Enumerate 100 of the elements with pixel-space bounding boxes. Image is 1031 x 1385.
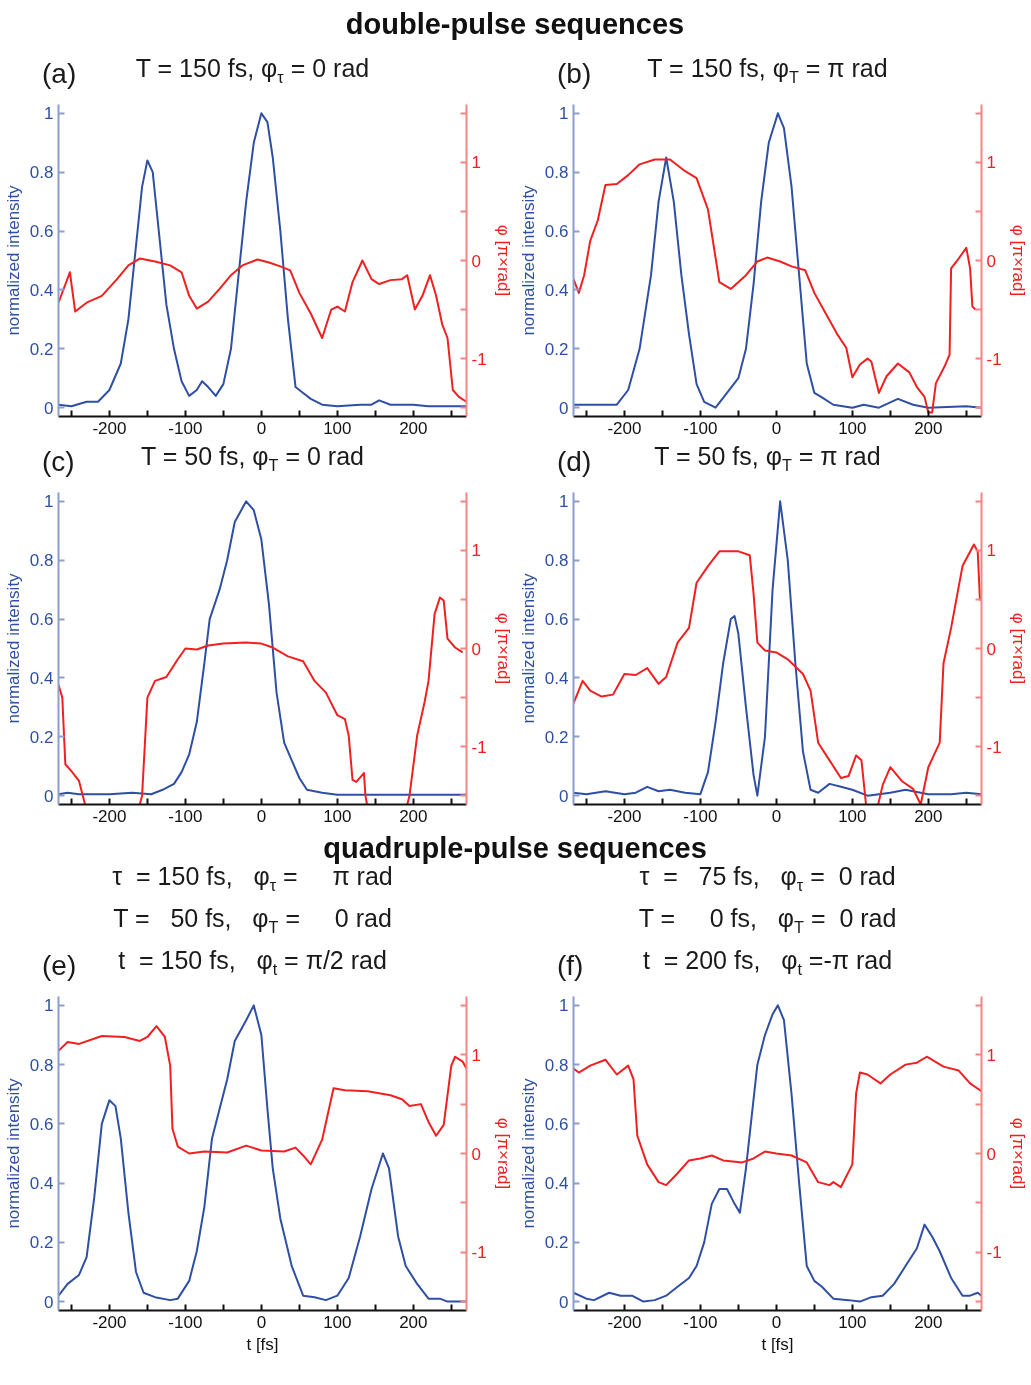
x-tick-label: -100 [168,806,203,826]
x-tick-label: -100 [168,1312,203,1332]
line-series [58,1025,467,1166]
y2-tick-label: 1 [986,153,996,173]
y2-tick-label: 0 [986,639,996,659]
x-axis-title: t [fs] [761,1334,794,1354]
x-tick-label: 100 [838,806,867,826]
line-series [573,500,982,797]
line-series [58,257,467,403]
y2-tick-label: 1 [471,541,481,561]
text: (c) [42,445,75,479]
y-tick-label: 0.4 [29,1174,54,1194]
y-tick-label: 1 [559,492,569,512]
x-tick-label: 100 [323,418,352,438]
x-tick-label: 100 [838,418,867,438]
chart-subtitle: T = 50 fs, φ$_{T}$ = 0 rad [140,442,365,474]
y-tick-label: 0.6 [544,610,569,630]
y-tick-label: 0.4 [29,280,54,300]
chart-subtitle: T = 150 fs, φ$_{T}$ = π rad [647,54,888,86]
y-tick-label: 0.2 [544,339,569,359]
y-axis-title: normalized intensity [518,184,538,336]
y-tick-label: 0 [559,398,569,418]
x-tick-label: -100 [168,418,203,438]
y-tick-label: 0.8 [29,163,54,183]
y-tick-label: 0.2 [29,1233,54,1253]
y-tick-label: 0.8 [29,1055,54,1075]
y-tick-label: 0 [559,786,569,806]
text: (d) [557,445,592,479]
y-tick-label: 0.6 [29,222,54,242]
chart-title: quadruple-pulse sequences [323,832,707,864]
line-series [573,1004,982,1303]
y-tick-label: 1 [559,996,569,1016]
x-tick-label: 100 [323,1312,352,1332]
x-tick-label: 200 [399,806,428,826]
x-tick-label: 200 [914,1312,943,1332]
y-tick-label: 0.6 [544,222,569,242]
y-tick-label: 0.4 [29,668,54,688]
y-tick-label: 0.8 [544,163,569,183]
y-tick-label: 0.2 [29,727,54,747]
y-tick-label: 0.4 [544,280,569,300]
y-tick-label: 0.2 [544,727,569,747]
y2-tick-label: 0 [471,251,481,271]
x-tick-label: 0 [771,806,782,826]
x-tick-label: -200 [607,1312,642,1332]
y-tick-label: 0 [44,786,54,806]
y2-tick-label: -1 [471,737,487,757]
x-tick-label: 200 [399,418,428,438]
x-tick-label: -100 [683,1312,718,1332]
text: τ = 75 fs, φ$_{τ}$ = 0 rad T = 0 fs, φ$_{T}$ = 0 rad t = 200 fs, φ$_{t}$ =-π rad [638,862,897,978]
y2-axis-title: φ [π×rad] [1008,612,1028,685]
x-tick-label: -100 [683,418,718,438]
line-series [573,1055,982,1189]
line-series [58,112,467,408]
y-tick-label: 0.6 [544,1114,569,1134]
x-tick-label: 200 [914,806,943,826]
y-tick-label: 1 [44,104,54,124]
y-axis-title: normalized intensity [3,572,23,724]
y-tick-label: 0.6 [29,610,54,630]
y2-tick-label: -1 [471,349,487,369]
y2-tick-label: -1 [986,349,1002,369]
x-tick-label: -200 [607,418,642,438]
y2-tick-label: -1 [471,1243,487,1263]
line-series [573,158,977,414]
y2-tick-label: 1 [471,1045,481,1065]
y2-tick-label: -1 [986,1243,1002,1263]
y2-axis-title: φ [π×rad] [493,1117,513,1190]
y2-tick-label: 0 [986,1144,996,1164]
chart-subtitle: T = 50 fs, φ$_{T}$ = π rad [654,442,881,474]
x-tick-label: -200 [92,806,127,826]
x-tick-label: -200 [92,418,127,438]
y-tick-label: 1 [559,104,569,124]
y2-axis-title: φ [π×rad] [1008,224,1028,297]
y-tick-label: 0.8 [544,551,569,571]
y2-tick-label: -1 [986,737,1002,757]
x-tick-label: 100 [323,806,352,826]
y2-tick-label: 0 [471,639,481,659]
text: (e) [42,949,77,983]
text: (b) [557,57,592,91]
x-tick-label: -200 [607,806,642,826]
y2-axis-title: φ [π×rad] [493,612,513,685]
y2-tick-label: 0 [471,1144,481,1164]
text: (a) [42,57,77,91]
line-series [58,500,467,796]
x-tick-label: 0 [256,806,267,826]
y-tick-label: 1 [44,492,54,512]
x-tick-label: 0 [256,418,267,438]
x-axis-title: t [fs] [246,1334,279,1354]
text: (f) [557,949,584,983]
y-tick-label: 0.4 [544,668,569,688]
x-tick-label: -200 [92,1312,127,1332]
y2-axis-title: φ [π×rad] [493,224,513,297]
x-tick-label: 0 [256,1312,267,1332]
x-tick-label: 0 [771,1312,782,1332]
x-tick-label: 100 [838,1312,867,1332]
chart-subtitle: T = 150 fs, φ$_{τ}$ = 0 rad [135,54,370,86]
y-tick-label: 0.2 [544,1233,569,1253]
y-tick-label: 0 [559,1292,569,1312]
chart-title: double-pulse sequences [344,7,686,42]
y-tick-label: 0.2 [29,339,54,359]
y2-axis-title: φ [π×rad] [1008,1117,1028,1190]
